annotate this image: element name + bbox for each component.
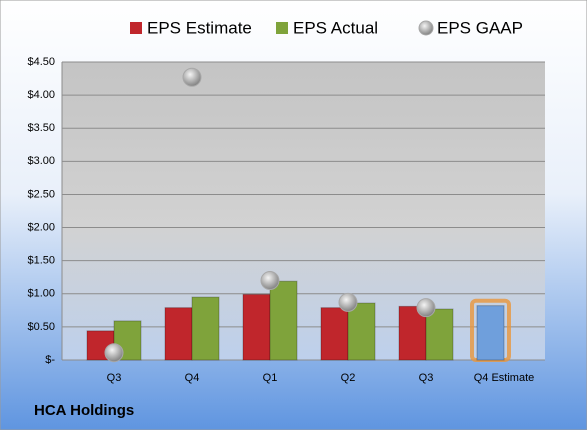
bar bbox=[269, 280, 298, 361]
x-tick-label: Q4 Estimate bbox=[474, 372, 535, 384]
legend-marker bbox=[418, 20, 434, 36]
y-tick-label: $1.50 bbox=[27, 255, 55, 267]
x-tick-label: Q3 bbox=[419, 372, 434, 384]
plot-area bbox=[62, 62, 545, 360]
bar bbox=[191, 296, 220, 361]
bar bbox=[425, 308, 454, 361]
x-tick-label: Q3 bbox=[107, 372, 122, 384]
gaap-point bbox=[104, 343, 124, 363]
x-tick-label: Q4 bbox=[185, 372, 200, 384]
legend-marker bbox=[276, 22, 288, 34]
legend: EPS Estimate EPS Actual EPS GAAP bbox=[130, 18, 523, 37]
y-tick-label: $4.00 bbox=[27, 89, 55, 101]
y-tick-label: $4.50 bbox=[27, 56, 55, 68]
bar bbox=[113, 320, 142, 361]
y-tick-label: $3.50 bbox=[27, 122, 55, 134]
gaap-point bbox=[416, 298, 436, 318]
bar bbox=[164, 307, 193, 361]
bar bbox=[476, 305, 505, 361]
y-tick-label: $3.00 bbox=[27, 155, 55, 167]
y-tick-label: $- bbox=[45, 354, 55, 366]
y-tick-label: $2.00 bbox=[27, 221, 55, 233]
x-tick-label: Q2 bbox=[341, 372, 356, 384]
legend-marker bbox=[130, 22, 142, 34]
y-tick-label: $0.50 bbox=[27, 321, 55, 333]
legend-label: EPS GAAP bbox=[437, 18, 523, 37]
gaap-point bbox=[338, 292, 358, 312]
y-tick-label: $1.00 bbox=[27, 288, 55, 300]
x-tick-label: Q1 bbox=[263, 372, 278, 384]
bar bbox=[347, 302, 376, 361]
legend-label: EPS Estimate bbox=[147, 18, 252, 37]
gaap-point bbox=[260, 271, 280, 291]
bar bbox=[242, 293, 271, 361]
gaap-point bbox=[182, 67, 202, 87]
chart-title: HCA Holdings bbox=[34, 402, 134, 419]
y-tick-label: $2.50 bbox=[27, 188, 55, 200]
bar bbox=[320, 307, 349, 361]
legend-label: EPS Actual bbox=[293, 18, 378, 37]
